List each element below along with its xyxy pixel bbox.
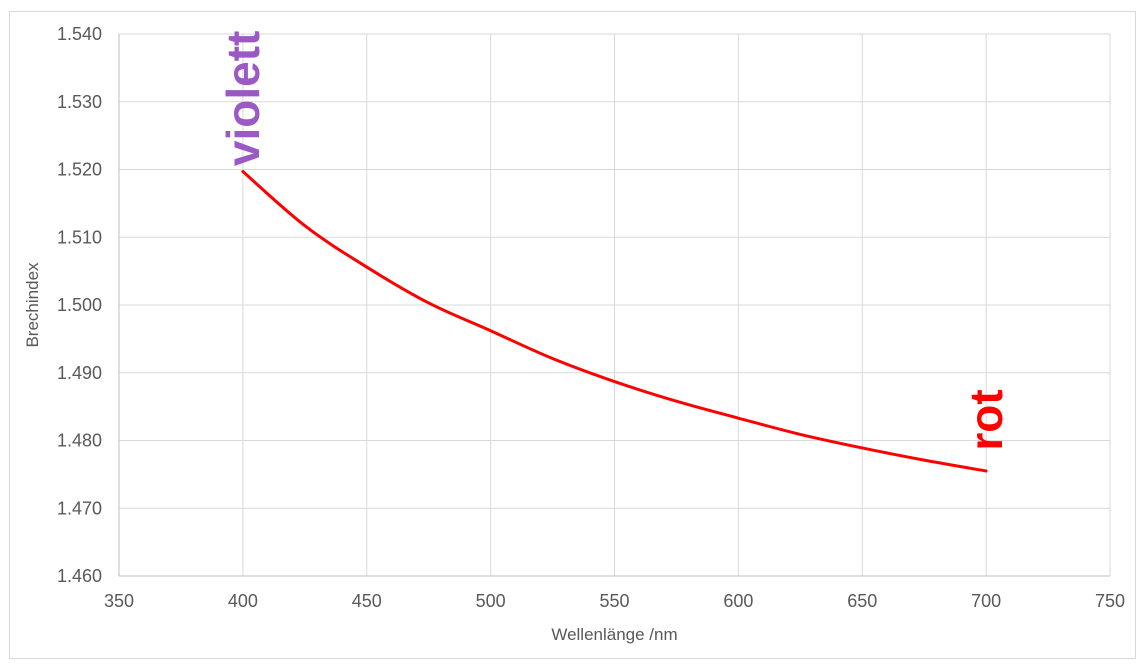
- x-tick-label: 700: [971, 591, 1001, 611]
- y-tick-label: 1.490: [57, 363, 102, 383]
- y-tick-label: 1.460: [57, 566, 102, 586]
- series: [241, 170, 988, 473]
- x-axis-title: Wellenlänge /nm: [551, 625, 677, 644]
- y-tick-label: 1.480: [57, 431, 102, 451]
- x-tick-label: 600: [723, 591, 753, 611]
- annotations: violett rot: [217, 31, 1012, 451]
- axes: 350 400 450 500 550 600 650 700 750 1.460 1.470 1.4…: [57, 24, 1125, 611]
- x-tick-label: 400: [228, 591, 258, 611]
- y-tick-label: 1.500: [57, 295, 102, 315]
- y-tick-label: 1.520: [57, 160, 102, 180]
- x-tick-label: 350: [104, 591, 134, 611]
- series-line-0: [241, 170, 988, 473]
- x-tick-label: 750: [1095, 591, 1125, 611]
- x-tick-label: 650: [847, 591, 877, 611]
- y-tick-label: 1.530: [57, 92, 102, 112]
- annotation-violett: violett: [217, 31, 269, 166]
- x-tick-label: 500: [476, 591, 506, 611]
- chart-frame: [9, 11, 1136, 659]
- annotation-rot: rot: [960, 389, 1012, 450]
- y-tick-label: 1.510: [57, 227, 102, 247]
- x-tick-label: 450: [352, 591, 382, 611]
- y-axis-title: Brechindex: [23, 262, 42, 348]
- y-tick-label: 1.540: [57, 24, 102, 44]
- y-tick-label: 1.470: [57, 498, 102, 518]
- x-tick-label: 550: [599, 591, 629, 611]
